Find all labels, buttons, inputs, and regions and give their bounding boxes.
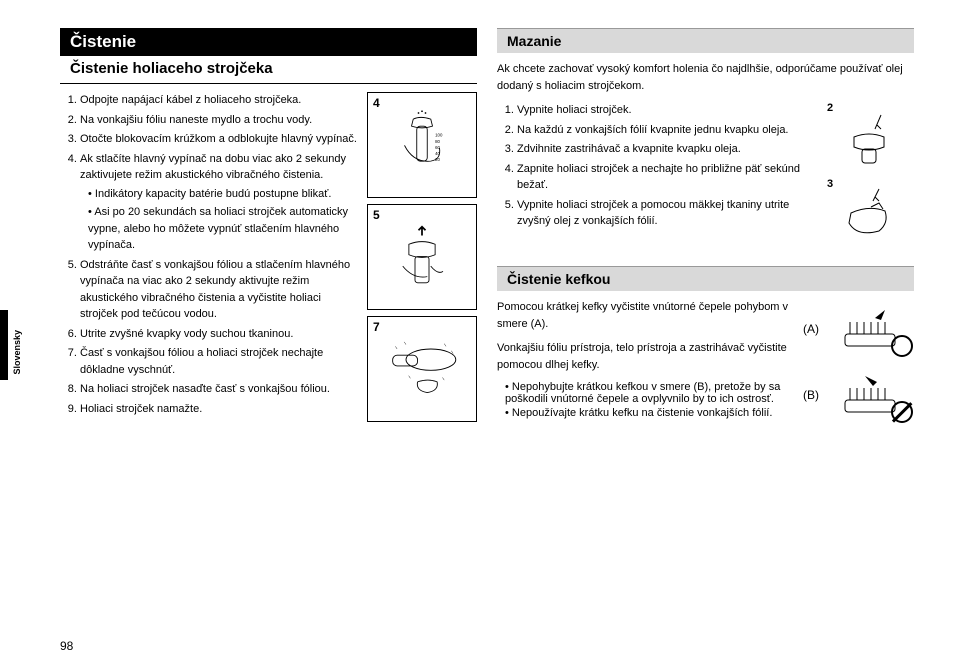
remove-foil-icon xyxy=(387,218,457,297)
lubrication-steps: Vypnite holiaci strojček. Na každú z von… xyxy=(497,102,814,230)
svg-text:40: 40 xyxy=(435,151,440,156)
step-item: Na vonkajšiu fóliu naneste mydlo a troch… xyxy=(80,112,357,129)
step-item: Vypnite holiaci strojček a pomocou mäkke… xyxy=(517,197,814,230)
sub-item: Indikátory kapacity batérie budú postupn… xyxy=(88,186,357,203)
step-item: Na holiaci strojček nasaďte časť s vonka… xyxy=(80,381,357,398)
step-4-sublist: Indikátory kapacity batérie budú postupn… xyxy=(80,186,357,254)
step-item: Utrite zvyšné kvapky vody suchou tkanino… xyxy=(80,326,357,343)
prohibited-icon xyxy=(891,401,913,423)
svg-text:20: 20 xyxy=(435,157,440,162)
figure-number: 3 xyxy=(827,178,833,190)
figure-7: 7 xyxy=(367,316,477,422)
brush-text: Pomocou krátkej kefky vyčistite vnútorné… xyxy=(497,299,794,425)
right-column: Mazanie Ak chcete zachovať vysoký komfor… xyxy=(497,28,914,651)
brush-cleaning-header: Čistenie kefkou xyxy=(497,266,914,291)
left-body: Odpojte napájací kábel z holiaceho stroj… xyxy=(60,92,477,422)
oil-figure-3: 3 xyxy=(829,178,909,248)
brush-p2: Vonkajšiu fóliu prístroja, telo prístroj… xyxy=(497,340,794,373)
cleaning-steps: Odpojte napájací kábel z holiaceho stroj… xyxy=(60,92,357,417)
step-item: Zapnite holiaci strojček a nechajte ho p… xyxy=(517,161,814,194)
subsection-header: Čistenie holiaceho strojčeka xyxy=(60,58,477,84)
bullet-item: Nepoužívajte krátku kefku na čistenie vo… xyxy=(505,407,794,419)
step-item: Ak stlačíte hlavný vypínač na dobu viac … xyxy=(80,151,357,254)
step-item: Odstráňte časť s vonkajšou fóliou a stla… xyxy=(80,257,357,323)
oil-drop-trimmer-icon xyxy=(839,183,899,243)
oil-figure-2: 2 xyxy=(829,102,909,172)
figure-4: 4 100 80 60 40 20 xyxy=(367,92,477,198)
ok-icon xyxy=(891,335,913,357)
lubrication-header: Mazanie xyxy=(497,28,914,53)
brush-figures: (A) xyxy=(804,299,914,425)
section-title-bar: Čistenie xyxy=(60,28,477,56)
step-item: Na každú z vonkajších fólií kvapnite jed… xyxy=(517,122,814,139)
step-item: Otočte blokovacím krúžkom a odblokujte h… xyxy=(80,131,357,148)
lubrication-text: Vypnite holiaci strojček. Na každú z von… xyxy=(497,102,814,248)
step-text: Ak stlačíte hlavný vypínač na dobu viac … xyxy=(80,153,346,182)
step-item: Odpojte napájací kábel z holiaceho stroj… xyxy=(80,92,357,109)
figure-number: 7 xyxy=(373,320,380,334)
svg-text:60: 60 xyxy=(435,145,440,150)
figure-number: 4 xyxy=(373,96,380,110)
language-tab: Slovensky xyxy=(12,330,22,375)
step-item: Holiaci strojček namažte. xyxy=(80,401,357,418)
figure-5: 5 xyxy=(367,204,477,310)
lubrication-intro: Ak chcete zachovať vysoký komfort holeni… xyxy=(497,61,914,94)
left-text-block: Odpojte napájací kábel z holiaceho stroj… xyxy=(60,92,357,422)
sub-item: Asi po 20 sekundách sa holiaci strojček … xyxy=(88,204,357,254)
svg-text:80: 80 xyxy=(435,138,440,143)
brush-bullets: Nepohybujte krátkou kefkou v smere (B), … xyxy=(497,381,794,419)
brush-p1: Pomocou krátkej kefky vyčistite vnútorné… xyxy=(497,299,794,332)
page-content: Čistenie Čistenie holiaceho strojčeka Od… xyxy=(60,28,914,651)
figure-column: 4 100 80 60 40 20 5 xyxy=(367,92,477,422)
label-b: (B) xyxy=(803,388,819,402)
svg-text:100: 100 xyxy=(435,132,443,137)
bullet-item: Nepohybujte krátkou kefkou v smere (B), … xyxy=(505,381,794,405)
brush-body: Pomocou krátkej kefky vyčistite vnútorné… xyxy=(497,299,914,425)
lubrication-body: Vypnite holiaci strojček. Na každú z von… xyxy=(497,102,914,248)
brush-row-b: (B) xyxy=(803,365,915,425)
step-item: Zdvihnite zastrihávač a kvapnite kvapku … xyxy=(517,141,814,158)
step-item: Časť s vonkajšou fóliou a holiaci strojč… xyxy=(80,345,357,378)
figure-number: 2 xyxy=(827,102,833,114)
lubrication-figures: 2 3 xyxy=(824,102,914,248)
brush-figure-a xyxy=(825,299,915,359)
left-column: Čistenie Čistenie holiaceho strojčeka Od… xyxy=(60,28,477,651)
shaver-soap-icon: 100 80 60 40 20 xyxy=(387,106,457,185)
brush-figure-b xyxy=(825,365,915,425)
oil-drop-head-icon xyxy=(839,107,899,167)
page-number: 98 xyxy=(60,639,73,653)
side-black-mark xyxy=(0,310,8,380)
figure-number: 5 xyxy=(373,208,380,222)
label-a: (A) xyxy=(803,322,819,336)
shaver-dry-icon xyxy=(382,333,462,404)
brush-row-a: (A) xyxy=(803,299,915,359)
step-item: Vypnite holiaci strojček. xyxy=(517,102,814,119)
